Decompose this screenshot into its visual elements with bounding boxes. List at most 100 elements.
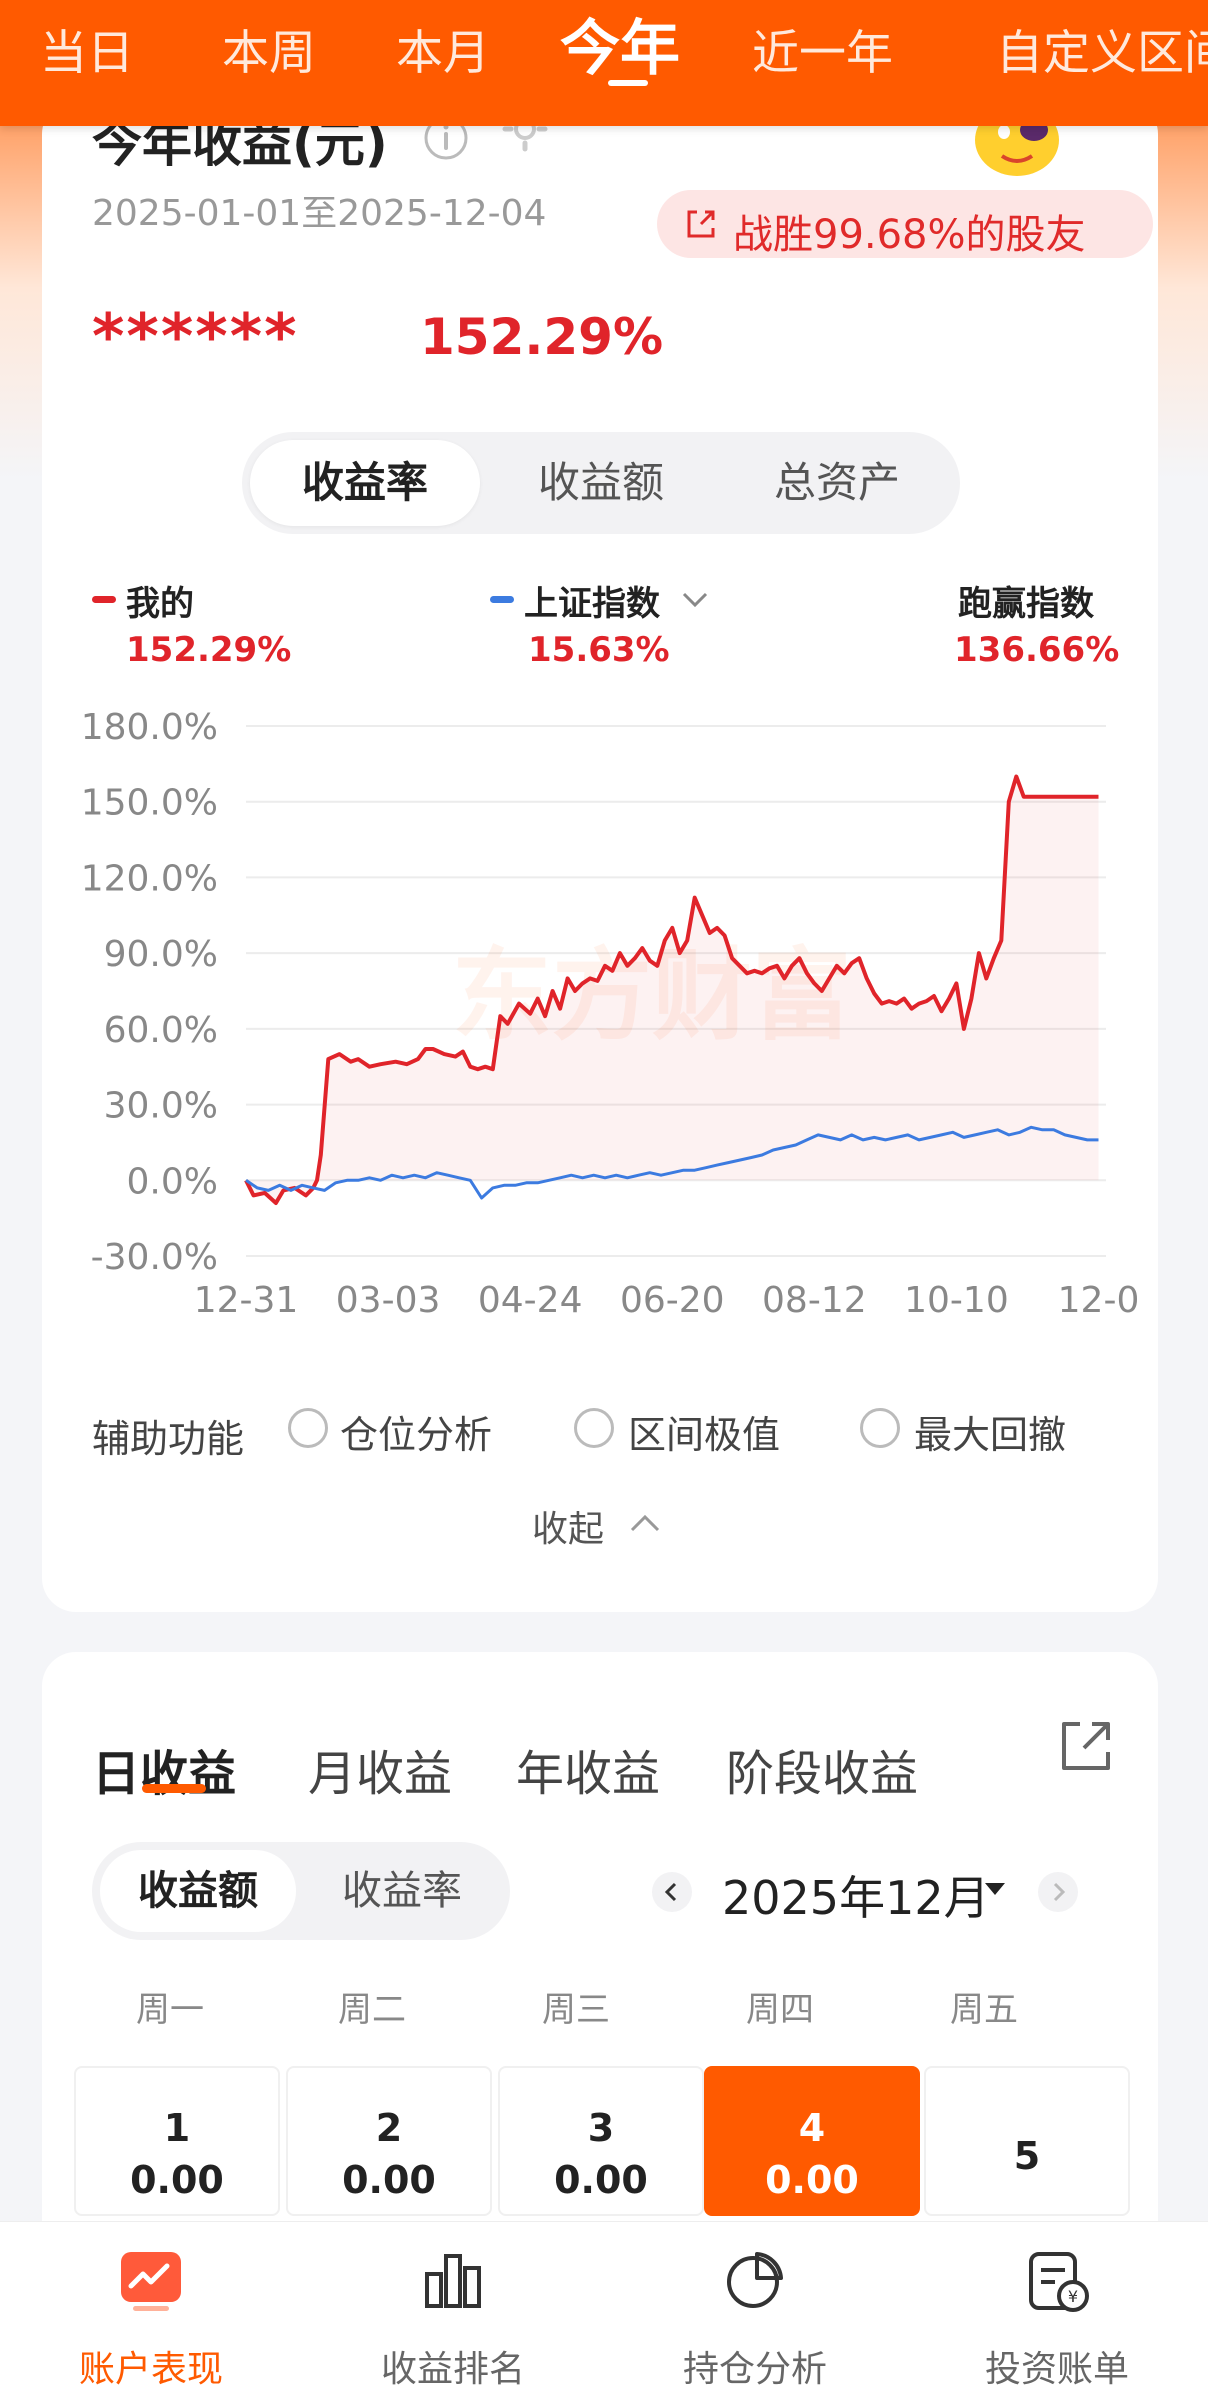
tab-period-returns[interactable]: 阶段收益 <box>726 1746 919 1802</box>
collapse-button[interactable]: 收起 <box>532 1509 605 1550</box>
tab-last-year[interactable]: 近一年 <box>752 26 893 81</box>
return-rate: 152.29% <box>420 308 664 366</box>
tab-monthly-returns[interactable]: 月收益 <box>308 1746 453 1802</box>
calendar-day[interactable]: 5 <box>924 2066 1130 2216</box>
svg-text:¥: ¥ <box>1068 2287 1078 2306</box>
calendar-day[interactable]: 3 0.00 <box>498 2066 704 2216</box>
prev-month-button[interactable] <box>652 1872 692 1912</box>
chevron-up-icon[interactable] <box>626 1504 664 1542</box>
daily-tab-indicator <box>142 1784 206 1793</box>
tab-custom-range[interactable]: 自定义区间 <box>996 26 1208 81</box>
day-return: 0.00 <box>342 2158 436 2202</box>
radio-max-drawdown[interactable] <box>860 1408 900 1448</box>
y-tick-label: 60.0% <box>104 1010 218 1051</box>
calendar-day-selected[interactable]: 4 0.00 <box>704 2066 920 2216</box>
x-tick-label: 12-31 <box>194 1280 299 1321</box>
calendar-day[interactable]: 1 0.00 <box>74 2066 280 2216</box>
return-chart[interactable]: 180.0% 150.0% 120.0% 90.0% 60.0% 30.0% 0.0% -30… <box>42 700 1158 1460</box>
x-tick-label: 03-03 <box>336 1280 441 1321</box>
x-tick-label: 06-20 <box>620 1280 725 1321</box>
radio-range-extremes-label[interactable]: 区间极值 <box>628 1413 781 1457</box>
bar-chart-icon <box>425 2254 481 2308</box>
legend-index-value: 15.63% <box>528 630 670 670</box>
y-tick-label: 0.0% <box>127 1161 218 1202</box>
radio-range-extremes[interactable] <box>574 1408 614 1448</box>
share-icon <box>687 210 715 238</box>
watermark-text: 东方财富 <box>452 937 852 1054</box>
legend-beat-label: 跑赢指数 <box>958 584 1094 624</box>
beat-percentage-text: 战胜99.68%的股友 <box>733 212 1086 258</box>
legend-index-label[interactable]: 上证指数 <box>524 584 660 624</box>
tab-yearly-returns[interactable]: 年收益 <box>516 1746 661 1802</box>
y-tick-label: 120.0% <box>81 858 218 899</box>
weekday-wed: 周三 <box>542 1990 610 2030</box>
caret-down-icon[interactable] <box>982 1876 1008 1902</box>
chevron-left-icon <box>664 1882 677 1902</box>
date-range: 2025-01-01至2025-12-04 <box>92 193 547 234</box>
returns-summary-card: 今年收益(元) 2025-01-01至2025-12-04 战胜99.68%的股… <box>42 100 1158 1612</box>
radio-position-analysis-label[interactable]: 仓位分析 <box>340 1413 493 1457</box>
x-tick-label: 10-10 <box>904 1280 1009 1321</box>
nav-label: 收益排名 <box>380 2349 525 2390</box>
tab-return-rate[interactable]: 收益率 <box>250 440 480 526</box>
export-icon[interactable] <box>1056 1716 1116 1776</box>
tab-total-assets[interactable]: 总资产 <box>773 458 900 507</box>
tab-this-year[interactable]: 今年 <box>560 14 680 84</box>
radio-max-drawdown-label[interactable]: 最大回撤 <box>914 1413 1067 1457</box>
tab-return-amount[interactable]: 收益额 <box>537 458 664 507</box>
tab-this-month[interactable]: 本月 <box>396 26 490 81</box>
returns-metric-toggle: 收益额 收益率 <box>92 1842 510 1940</box>
nav-label: 持仓分析 <box>682 2349 827 2390</box>
nav-investment-bill[interactable]: ¥ 投资账单 <box>906 2222 1208 2401</box>
legend-mine-value: 152.29% <box>126 630 292 670</box>
period-tab-bar: 当日 本周 本月 今年 近一年 自定义区间 <box>0 0 1208 126</box>
day-number: 4 <box>798 2106 826 2150</box>
day-return: 0.00 <box>765 2158 859 2202</box>
weekday-thu: 周四 <box>746 1990 814 2030</box>
tab-today[interactable]: 当日 <box>40 26 134 81</box>
calendar-day[interactable]: 2 0.00 <box>286 2066 492 2216</box>
legend-mine-marker <box>92 596 116 603</box>
x-tick-label: 12-0 <box>1058 1280 1140 1321</box>
legend-index-marker <box>490 596 514 603</box>
tab-this-week[interactable]: 本周 <box>222 26 316 81</box>
masked-amount[interactable]: ****** <box>92 300 299 373</box>
nav-label: 账户表现 <box>78 2349 223 2390</box>
day-number: 3 <box>587 2106 615 2150</box>
weekday-tue: 周二 <box>338 1990 406 2030</box>
radio-position-analysis[interactable] <box>288 1408 328 1448</box>
toggle-return-amount[interactable]: 收益额 <box>100 1850 296 1932</box>
active-tab-indicator <box>608 80 648 86</box>
day-number: 1 <box>163 2106 191 2150</box>
chevron-right-icon <box>1053 1882 1066 1902</box>
tab-daily-returns[interactable]: 日收益 <box>92 1746 237 1802</box>
y-tick-label: 30.0% <box>104 1086 218 1127</box>
series-area <box>246 776 1099 1203</box>
weekday-fri: 周五 <box>950 1990 1018 2030</box>
nav-return-ranking[interactable]: 收益排名 <box>302 2222 604 2401</box>
aux-functions-label: 辅助功能 <box>92 1417 245 1461</box>
toggle-return-rate[interactable]: 收益率 <box>342 1868 462 1914</box>
y-tick-label: 90.0% <box>104 934 218 975</box>
legend-beat-value: 136.66% <box>954 630 1120 670</box>
bottom-navigation: 账户表现 收益排名 持仓分析 ¥ 投资账单 <box>0 2221 1208 2401</box>
day-number: 5 <box>1013 2134 1041 2178</box>
nav-account-performance[interactable]: 账户表现 <box>0 2222 302 2401</box>
x-tick-label: 08-12 <box>762 1280 867 1321</box>
weekday-mon: 周一 <box>136 1990 204 2030</box>
next-month-button[interactable] <box>1038 1872 1078 1912</box>
metric-segmented-control: 收益率 收益额 总资产 <box>242 432 960 534</box>
beat-percentage-badge[interactable]: 战胜99.68%的股友 <box>657 190 1153 258</box>
day-number: 2 <box>375 2106 403 2150</box>
legend-mine-label: 我的 <box>126 584 194 624</box>
nav-label: 投资账单 <box>984 2349 1129 2390</box>
pie-chart-icon <box>727 2252 783 2308</box>
chevron-down-icon[interactable] <box>678 582 712 616</box>
bill-icon: ¥ <box>1029 2252 1089 2312</box>
day-return: 0.00 <box>554 2158 648 2202</box>
nav-holdings-analysis[interactable]: 持仓分析 <box>604 2222 906 2401</box>
x-tick-label: 04-24 <box>478 1280 583 1321</box>
month-selector[interactable]: 2025年12月 <box>722 1871 990 1925</box>
y-tick-label: 150.0% <box>81 783 218 824</box>
day-return: 0.00 <box>130 2158 224 2202</box>
